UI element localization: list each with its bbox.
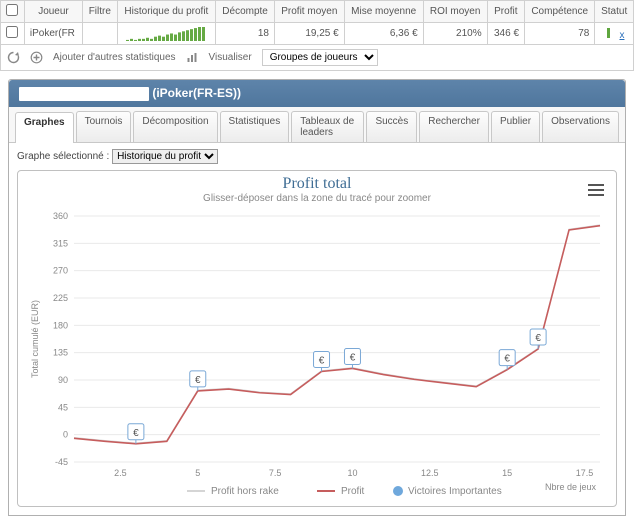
col-competence: Compétence (525, 1, 595, 23)
chart-subtitle: Glisser-déposer dans la zone du tracé po… (24, 193, 610, 204)
add-stats-label[interactable]: Ajouter d'autres statistiques (53, 52, 176, 63)
svg-text:Total cumulé (EUR): Total cumulé (EUR) (30, 300, 40, 378)
cell-joueur: iPoker(FR (24, 23, 82, 45)
svg-text:225: 225 (53, 293, 68, 303)
svg-text:Profit: Profit (341, 486, 365, 497)
tab-rechercher[interactable]: Rechercher (419, 111, 489, 142)
chart-title: Profit total (24, 175, 610, 193)
cell-filtre (83, 23, 118, 45)
select-all-checkbox[interactable] (6, 4, 18, 16)
cell-decompte: 18 (216, 23, 275, 45)
row-checkbox[interactable] (6, 26, 18, 38)
tab-observations[interactable]: Observations (542, 111, 619, 142)
cell-profit: 346 € (487, 23, 524, 45)
svg-text:Nbre de jeux: Nbre de jeux (545, 482, 597, 492)
cell-roi-moyen: 210% (423, 23, 487, 45)
cell-sparkline (117, 23, 216, 45)
cell-mise-moyenne: 6,36 € (344, 23, 423, 45)
svg-text:2.5: 2.5 (114, 468, 127, 478)
col-historique: Historique du profit (117, 1, 216, 23)
sparkline-chart (126, 27, 206, 41)
col-joueur: Joueur (24, 1, 82, 23)
col-profit: Profit (487, 1, 524, 23)
chart-menu-icon[interactable] (586, 181, 606, 199)
status-bar-icon (604, 26, 614, 38)
svg-text:15: 15 (502, 468, 512, 478)
svg-text:360: 360 (53, 211, 68, 221)
col-mise-moyenne: Mise moyenne (344, 1, 423, 23)
tab-publier[interactable]: Publier (491, 111, 540, 142)
svg-text:315: 315 (53, 238, 68, 248)
col-decompte: Décompte (216, 1, 275, 23)
cell-statut: x (595, 23, 634, 45)
svg-text:-45: -45 (55, 457, 68, 467)
svg-text:€: € (319, 355, 325, 366)
tab-succès[interactable]: Succès (366, 111, 417, 142)
svg-text:135: 135 (53, 347, 68, 357)
col-roi-moyen: ROI moyen (423, 1, 487, 23)
svg-text:0: 0 (63, 429, 68, 439)
tab-graphes[interactable]: Graphes (15, 112, 74, 143)
visualiser-label[interactable]: Visualiser (209, 52, 252, 63)
status-link[interactable]: x (619, 30, 624, 41)
svg-text:€: € (504, 354, 510, 365)
svg-text:€: € (535, 333, 541, 344)
col-profit-moyen: Profit moyen (274, 1, 344, 23)
tab-tableaux-de-leaders[interactable]: Tableaux de leaders (291, 111, 364, 142)
secondary-toolbar: Ajouter d'autres statistiques Visualiser… (0, 45, 634, 71)
svg-text:90: 90 (58, 375, 68, 385)
stats-table: Joueur Filtre Historique du profit Décom… (0, 0, 634, 45)
col-statut: Statut (595, 1, 634, 23)
col-checkbox (1, 1, 25, 23)
add-icon[interactable] (30, 51, 43, 64)
svg-text:7.5: 7.5 (269, 468, 282, 478)
panel-title-suffix: (iPoker(FR-ES)) (149, 86, 241, 100)
svg-text:12.5: 12.5 (421, 468, 439, 478)
panel-body: Graphe sélectionné : Historique du profi… (9, 142, 625, 515)
svg-text:5: 5 (195, 468, 200, 478)
chart-container: Profit total Glisser-déposer dans la zon… (17, 170, 617, 507)
graph-select[interactable]: Historique du profit (112, 149, 218, 164)
svg-text:45: 45 (58, 402, 68, 412)
graph-select-row: Graphe sélectionné : Historique du profi… (17, 149, 617, 164)
profit-chart[interactable]: -45 0 45 90 135 180 225 270 315 360 2.5 5 7.5 10 12.5 1… (24, 206, 614, 506)
graph-select-label: Graphe sélectionné : (17, 151, 109, 162)
table-row[interactable]: iPoker(FR 18 19,25 € 6,36 € 210% 346 € 7… (1, 23, 634, 45)
player-name-redacted (19, 87, 149, 101)
cell-competence: 78 (525, 23, 595, 45)
tab-décomposition[interactable]: Décomposition (133, 111, 217, 142)
svg-text:17.5: 17.5 (576, 468, 594, 478)
tab-tournois[interactable]: Tournois (76, 111, 132, 142)
chart-icon[interactable] (186, 51, 199, 64)
svg-text:180: 180 (53, 320, 68, 330)
svg-text:€: € (195, 375, 201, 386)
tab-statistiques[interactable]: Statistiques (220, 111, 290, 142)
svg-text:€: € (133, 428, 139, 439)
svg-text:Profit hors rake: Profit hors rake (211, 486, 279, 497)
stats-header-row: Joueur Filtre Historique du profit Décom… (1, 1, 634, 23)
panel-header: (iPoker(FR-ES)) (9, 80, 625, 107)
cell-profit-moyen: 19,25 € (274, 23, 344, 45)
svg-text:270: 270 (53, 265, 68, 275)
svg-text:10: 10 (347, 468, 357, 478)
col-filtre: Filtre (83, 1, 118, 23)
svg-text:Victoires Importantes: Victoires Importantes (408, 486, 502, 497)
refresh-icon[interactable] (7, 51, 20, 64)
tab-bar: GraphesTournoisDécompositionStatistiques… (9, 107, 625, 142)
svg-text:€: € (350, 352, 356, 363)
detail-panel: × (iPoker(FR-ES)) GraphesTournoisDécompo… (8, 79, 626, 516)
groupes-select[interactable]: Groupes de joueurs (262, 49, 378, 66)
